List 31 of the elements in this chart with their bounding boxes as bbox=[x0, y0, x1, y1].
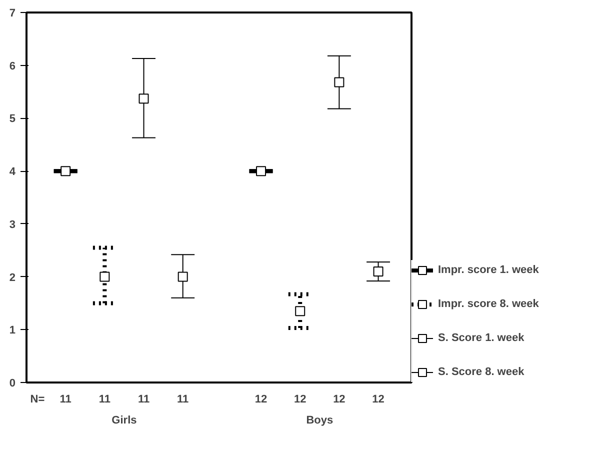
x-tick-label: 12 bbox=[294, 394, 306, 406]
y-tick-label: 1 bbox=[9, 324, 16, 337]
y-tick-label: 2 bbox=[9, 272, 16, 284]
y-tick-label: 7 bbox=[9, 8, 16, 20]
legend-label: Impr. score 1. week bbox=[438, 264, 539, 276]
y-tick-label: 4 bbox=[9, 166, 16, 178]
x-tick-label: 12 bbox=[372, 394, 384, 406]
x-tick-label: 12 bbox=[254, 394, 268, 406]
x-tick-label: 11 bbox=[138, 394, 150, 406]
text: N= bbox=[30, 394, 45, 406]
y-tick-label: 6 bbox=[9, 60, 16, 72]
legend-label: S. Score 1. week bbox=[438, 332, 524, 344]
x-tick-label: 12 bbox=[333, 394, 346, 406]
point bbox=[138, 94, 149, 104]
x-tick-label: 11 bbox=[98, 394, 110, 406]
legend-label: Impr. score 8. week bbox=[438, 298, 539, 310]
x-tick-label: 11 bbox=[60, 394, 72, 406]
y-tick-label: 5 bbox=[9, 113, 16, 126]
text: Boys bbox=[306, 414, 334, 426]
point bbox=[100, 272, 110, 282]
point bbox=[373, 266, 384, 276]
point bbox=[256, 166, 266, 176]
point bbox=[178, 272, 188, 282]
point bbox=[295, 306, 306, 316]
y-tick-label: 3 bbox=[9, 218, 16, 231]
legend-label: S. Score 8. week bbox=[438, 366, 524, 378]
point bbox=[60, 166, 71, 176]
y-tick-label: 0 bbox=[9, 378, 16, 390]
x-tick-label: 11 bbox=[177, 394, 189, 406]
point bbox=[334, 77, 344, 88]
text: Girls bbox=[112, 414, 137, 426]
